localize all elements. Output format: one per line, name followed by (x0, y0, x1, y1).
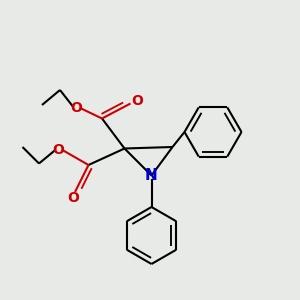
Text: O: O (68, 191, 80, 205)
Text: O: O (52, 143, 64, 157)
Text: O: O (131, 94, 143, 108)
Text: N: N (145, 168, 158, 183)
Text: O: O (70, 101, 83, 115)
